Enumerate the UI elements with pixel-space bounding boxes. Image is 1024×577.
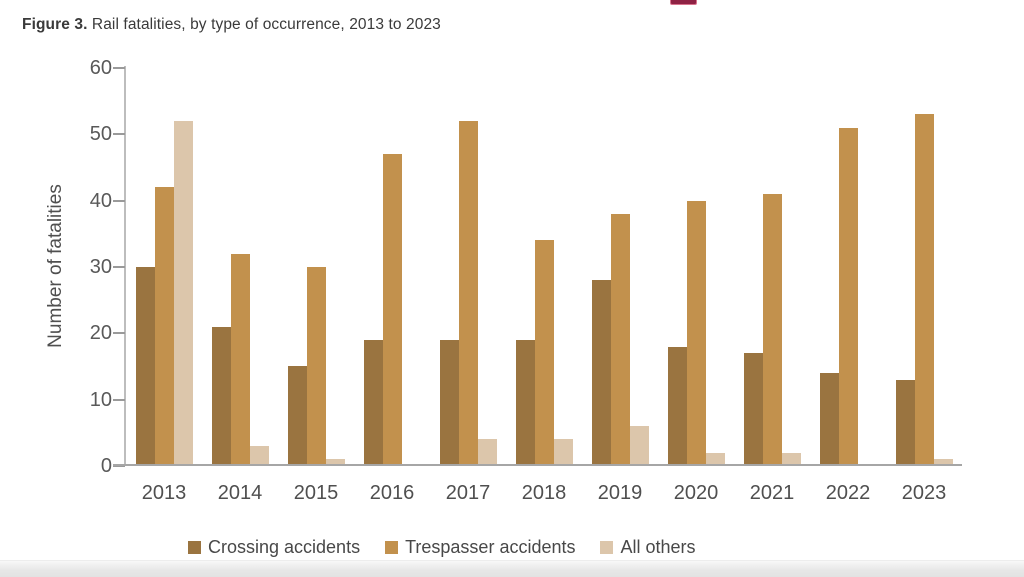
y-tick-label: 40 bbox=[89, 189, 112, 212]
x-tick-label-2013: 2013 bbox=[141, 482, 187, 504]
bar-trespasser-accidents-2015 bbox=[306, 267, 326, 466]
bar-trespasser-accidents-2022 bbox=[838, 128, 858, 466]
bar-group-2022 bbox=[810, 68, 886, 466]
plot-area bbox=[126, 68, 962, 466]
bar-group-2013 bbox=[126, 68, 202, 466]
y-tick-label: 10 bbox=[89, 388, 112, 411]
legend-item-crossing-accidents: Crossing accidents bbox=[188, 537, 360, 558]
bar-trespasser-accidents-2023 bbox=[914, 114, 934, 466]
figure-title-text: Rail fatalities, by type of occurrence, … bbox=[87, 16, 441, 33]
bar-trespasser-accidents-2018 bbox=[534, 240, 554, 466]
bar-crossing-accidents-2022 bbox=[819, 373, 839, 466]
legend: Crossing accidents Trespasser accidents Al… bbox=[188, 537, 696, 557]
figure-title-prefix: Figure 3. bbox=[22, 16, 88, 33]
bar-crossing-accidents-2017 bbox=[439, 340, 459, 466]
y-tick-mark bbox=[113, 266, 125, 268]
bar-crossing-accidents-2014 bbox=[211, 327, 231, 466]
bar-trespasser-accidents-2016 bbox=[382, 154, 402, 466]
bar-trespasser-accidents-2020 bbox=[686, 201, 706, 466]
bar-crossing-accidents-2015 bbox=[287, 366, 307, 466]
figure-title: Figure 3. Rail fatalities, by type of oc… bbox=[22, 16, 441, 34]
legend-label: Crossing accidents bbox=[208, 536, 361, 557]
bar-trespasser-accidents-2019 bbox=[610, 214, 630, 466]
x-tick-label-2019: 2019 bbox=[597, 482, 643, 504]
bar-all-others-2018 bbox=[553, 439, 573, 466]
bar-group-2017 bbox=[430, 68, 506, 466]
bottom-gradient-band bbox=[0, 560, 1024, 577]
y-tick-mark bbox=[113, 332, 125, 335]
bar-trespasser-accidents-2021 bbox=[762, 194, 782, 466]
bar-crossing-accidents-2020 bbox=[667, 347, 687, 466]
y-tick-mark bbox=[113, 133, 125, 136]
bar-group-2020 bbox=[658, 68, 734, 466]
x-tick-label-2022: 2022 bbox=[825, 482, 871, 504]
bar-all-others-2017 bbox=[477, 439, 497, 466]
bar-crossing-accidents-2013 bbox=[135, 267, 155, 466]
legend-item-trespasser-accidents: Trespasser accidents bbox=[385, 537, 575, 558]
y-axis-line bbox=[124, 66, 126, 466]
y-tick-mark bbox=[113, 199, 125, 202]
legend-swatch-trespasser-accidents bbox=[385, 540, 399, 554]
y-tick-label: 60 bbox=[89, 57, 112, 79]
bar-group-2016 bbox=[354, 68, 430, 466]
y-tick-label: 50 bbox=[89, 123, 112, 146]
bar-all-others-2015 bbox=[325, 459, 345, 466]
bar-crossing-accidents-2019 bbox=[591, 280, 611, 466]
y-tick-mark bbox=[113, 398, 125, 401]
bar-all-others-2020 bbox=[705, 453, 725, 466]
y-tick-mark bbox=[113, 465, 125, 467]
x-tick-label-2015: 2015 bbox=[293, 482, 339, 504]
x-tick-label-2023: 2023 bbox=[901, 482, 947, 504]
bar-trespasser-accidents-2013 bbox=[154, 187, 174, 466]
x-tick-label-2017: 2017 bbox=[445, 482, 491, 504]
bar-group-2015 bbox=[278, 68, 354, 466]
clipped-red-element bbox=[670, 0, 697, 5]
bar-trespasser-accidents-2014 bbox=[230, 254, 250, 466]
x-tick-label-2016: 2016 bbox=[369, 482, 415, 504]
bar-all-others-2021 bbox=[781, 453, 801, 466]
x-tick-label-2020: 2020 bbox=[673, 482, 719, 504]
legend-swatch-all-others bbox=[600, 540, 614, 554]
legend-item-all-others: All others bbox=[600, 536, 696, 558]
x-axis: 2013 2014 2015 2016 2017 2018 2019 2020 2021 2022… bbox=[126, 480, 962, 506]
bar-all-others-2019 bbox=[629, 426, 649, 466]
bar-crossing-accidents-2021 bbox=[743, 353, 763, 466]
legend-label: Trespasser accidents bbox=[405, 536, 576, 557]
y-tick-label: 30 bbox=[89, 256, 112, 278]
bar-crossing-accidents-2023 bbox=[895, 380, 915, 466]
bar-group-2019 bbox=[582, 68, 658, 466]
x-tick-label-2021: 2021 bbox=[749, 482, 795, 504]
legend-label: All others bbox=[620, 536, 696, 557]
x-tick-label-2018: 2018 bbox=[521, 482, 567, 504]
bar-group-2014 bbox=[202, 68, 278, 466]
y-tick-label: 0 bbox=[100, 455, 112, 477]
bar-all-others-2013 bbox=[173, 121, 193, 466]
x-axis-line bbox=[113, 464, 962, 466]
legend-swatch-crossing-accidents bbox=[188, 540, 201, 554]
bar-group-2021 bbox=[734, 68, 810, 466]
y-tick-mark bbox=[113, 67, 125, 69]
y-tick-label: 20 bbox=[89, 322, 112, 345]
bar-crossing-accidents-2016 bbox=[363, 340, 383, 466]
bar-crossing-accidents-2018 bbox=[515, 340, 535, 466]
bar-group-2018 bbox=[506, 68, 582, 466]
bar-all-others-2023 bbox=[933, 459, 953, 466]
bar-group-2023 bbox=[886, 68, 962, 466]
bar-trespasser-accidents-2017 bbox=[458, 121, 478, 466]
x-tick-label-2014: 2014 bbox=[217, 482, 263, 504]
bar-all-others-2014 bbox=[249, 446, 269, 466]
